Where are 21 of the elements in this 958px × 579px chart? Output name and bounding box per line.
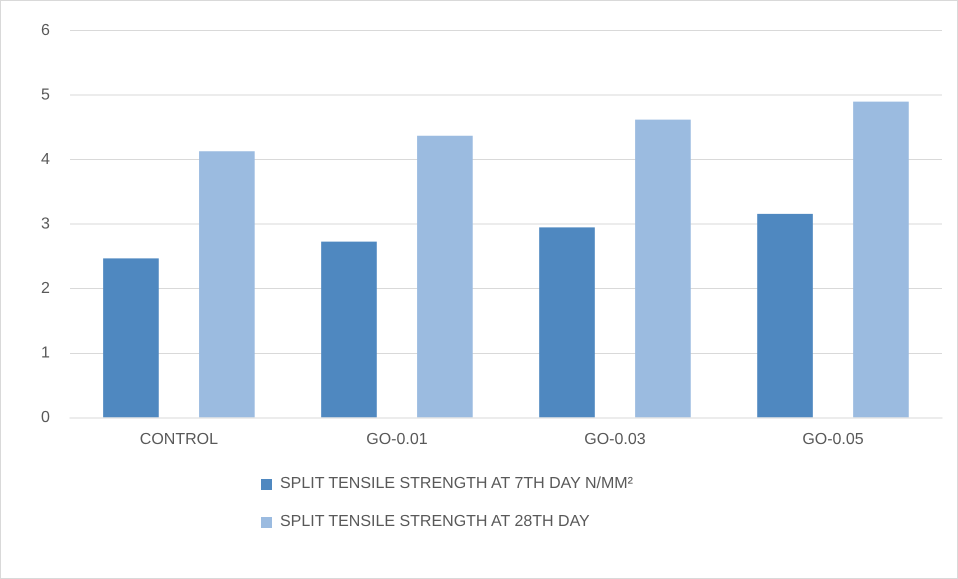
bar	[321, 242, 377, 418]
legend-label: SPLIT TENSILE STRENGTH AT 7TH DAY N/MM²	[280, 475, 633, 493]
y-tick-label: 3	[40, 216, 50, 233]
bar	[103, 258, 159, 418]
bar	[539, 227, 595, 418]
y-tick-label: 5	[40, 86, 50, 104]
y-tick-label: 2	[40, 280, 50, 298]
y-tick-label: 6	[40, 22, 50, 40]
bar	[635, 120, 691, 418]
x-tick-label: GO-0.01	[366, 430, 428, 448]
bar	[757, 214, 813, 418]
x-tick-label: GO-0.03	[584, 430, 646, 448]
y-tick-label: 4	[40, 151, 50, 168]
bar	[199, 151, 255, 418]
bar	[853, 102, 909, 418]
bar	[417, 136, 473, 418]
legend-label: SPLIT TENSILE STRENGTH AT 28TH DAY	[280, 513, 590, 531]
x-tick-label: GO-0.05	[802, 430, 864, 448]
y-tick-label: 1	[40, 344, 50, 362]
x-tick-label: CONTROL	[140, 430, 218, 448]
y-tick-label: 0	[40, 409, 50, 426]
